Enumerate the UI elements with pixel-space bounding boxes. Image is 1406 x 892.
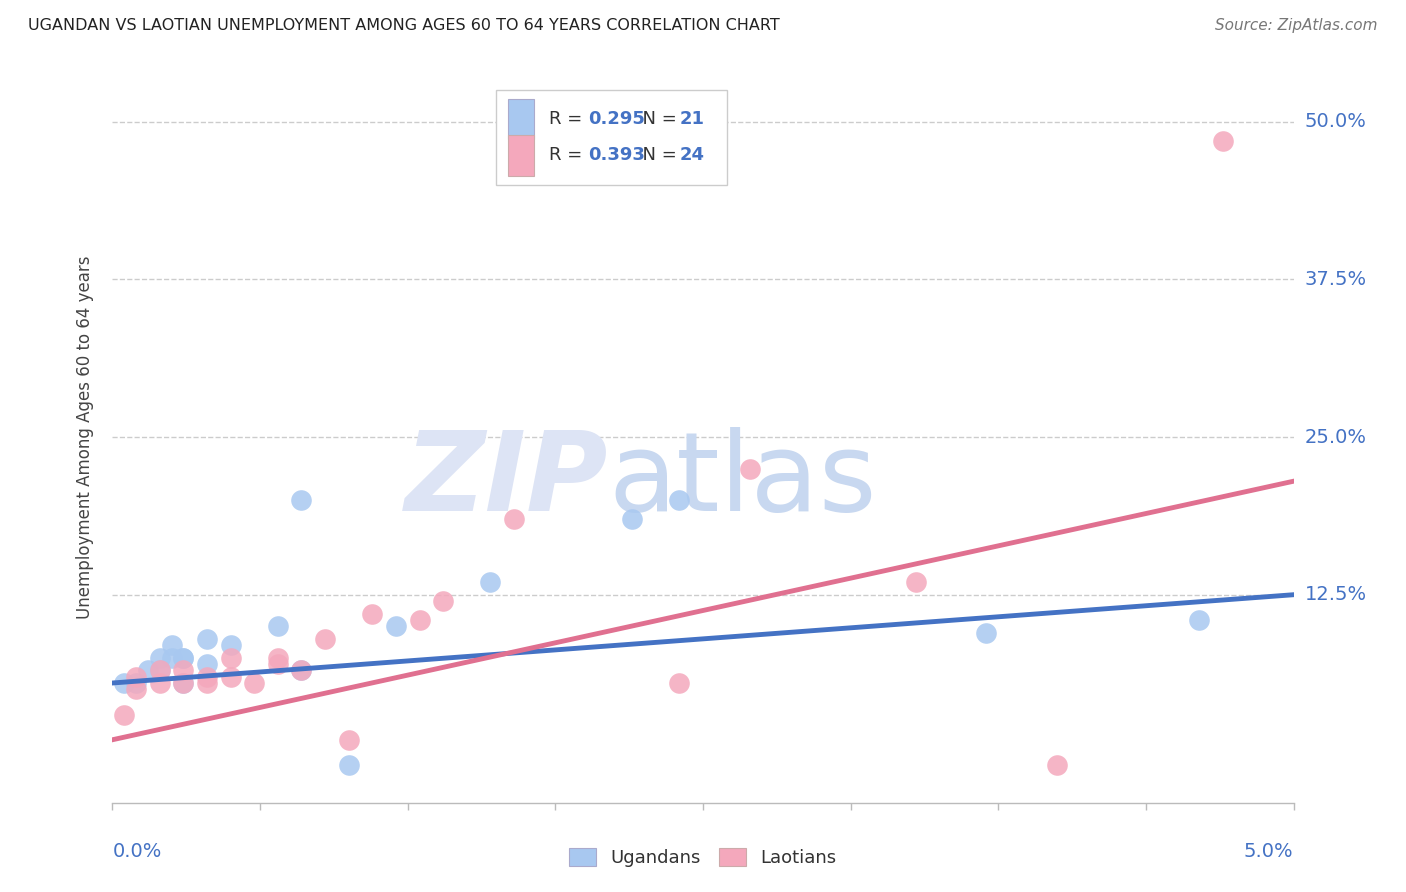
Point bbox=[668, 676, 690, 690]
Point bbox=[503, 512, 526, 526]
Point bbox=[195, 657, 218, 671]
Text: 0.0%: 0.0% bbox=[112, 842, 162, 861]
Point bbox=[172, 664, 194, 678]
Point bbox=[160, 650, 183, 665]
Point bbox=[195, 670, 218, 684]
Point bbox=[195, 632, 218, 646]
Point bbox=[1046, 758, 1069, 772]
Point bbox=[337, 732, 360, 747]
Point bbox=[172, 650, 194, 665]
Text: 21: 21 bbox=[679, 110, 704, 128]
Point bbox=[125, 682, 148, 697]
Point bbox=[432, 594, 454, 608]
Point bbox=[976, 625, 998, 640]
Point bbox=[1212, 134, 1234, 148]
Text: 12.5%: 12.5% bbox=[1305, 585, 1367, 604]
Text: 0.295: 0.295 bbox=[589, 110, 645, 128]
Point bbox=[219, 638, 242, 652]
Point bbox=[267, 650, 290, 665]
Text: 5.0%: 5.0% bbox=[1244, 842, 1294, 861]
Point bbox=[267, 657, 290, 671]
FancyBboxPatch shape bbox=[508, 136, 534, 176]
Point bbox=[219, 650, 242, 665]
Point bbox=[172, 650, 194, 665]
Text: 0.393: 0.393 bbox=[589, 146, 645, 164]
Point bbox=[385, 619, 408, 633]
Y-axis label: Unemployment Among Ages 60 to 64 years: Unemployment Among Ages 60 to 64 years bbox=[76, 255, 94, 619]
Text: atlas: atlas bbox=[609, 427, 877, 534]
Point bbox=[172, 676, 194, 690]
FancyBboxPatch shape bbox=[508, 99, 534, 139]
Point bbox=[621, 512, 644, 526]
Text: N =: N = bbox=[631, 110, 682, 128]
Legend: Ugandans, Laotians: Ugandans, Laotians bbox=[569, 847, 837, 867]
Text: UGANDAN VS LAOTIAN UNEMPLOYMENT AMONG AGES 60 TO 64 YEARS CORRELATION CHART: UGANDAN VS LAOTIAN UNEMPLOYMENT AMONG AG… bbox=[28, 18, 780, 33]
Point bbox=[408, 613, 430, 627]
Point bbox=[290, 493, 312, 508]
Text: R =: R = bbox=[550, 146, 589, 164]
Point bbox=[314, 632, 336, 646]
Point bbox=[740, 461, 762, 475]
Text: 37.5%: 37.5% bbox=[1305, 270, 1367, 289]
Point bbox=[290, 664, 312, 678]
Point bbox=[267, 619, 290, 633]
Point bbox=[1188, 613, 1211, 627]
Point bbox=[149, 664, 172, 678]
Point bbox=[243, 676, 266, 690]
Point bbox=[904, 575, 927, 590]
Point bbox=[136, 664, 159, 678]
Text: R =: R = bbox=[550, 110, 589, 128]
Point bbox=[195, 676, 218, 690]
Point bbox=[337, 758, 360, 772]
Text: ZIP: ZIP bbox=[405, 427, 609, 534]
Point bbox=[290, 664, 312, 678]
Point bbox=[149, 676, 172, 690]
Point bbox=[112, 676, 135, 690]
Point bbox=[125, 670, 148, 684]
Text: N =: N = bbox=[631, 146, 682, 164]
Point bbox=[479, 575, 502, 590]
Point bbox=[149, 650, 172, 665]
Text: Source: ZipAtlas.com: Source: ZipAtlas.com bbox=[1215, 18, 1378, 33]
Point bbox=[361, 607, 384, 621]
Text: 24: 24 bbox=[679, 146, 704, 164]
Point bbox=[219, 670, 242, 684]
Point bbox=[172, 676, 194, 690]
Text: 25.0%: 25.0% bbox=[1305, 427, 1367, 447]
Point bbox=[125, 676, 148, 690]
FancyBboxPatch shape bbox=[496, 90, 727, 185]
Point bbox=[160, 638, 183, 652]
Point bbox=[149, 664, 172, 678]
Text: 50.0%: 50.0% bbox=[1305, 112, 1367, 131]
Point bbox=[112, 707, 135, 722]
Point bbox=[668, 493, 690, 508]
